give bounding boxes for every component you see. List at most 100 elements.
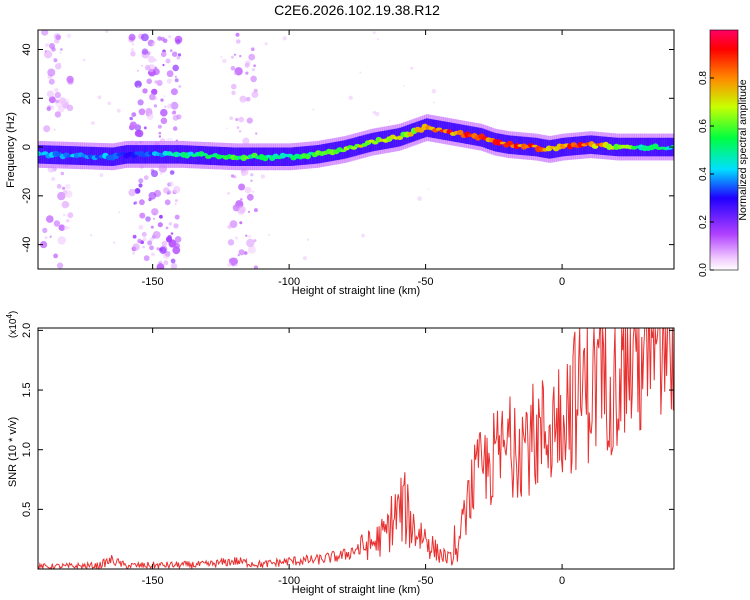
noise-blob: [157, 124, 162, 129]
noise-band: [227, 32, 259, 269]
snr-scale-suffix: ): [8, 311, 19, 314]
noise-blob: [46, 106, 52, 112]
noise-blob: [58, 62, 61, 65]
y-tick-label: 1.0: [21, 442, 33, 457]
noise-blob: [63, 101, 66, 104]
noise-blob: [138, 224, 144, 230]
noise-blob: [149, 93, 156, 101]
noise-blob: [237, 254, 240, 257]
colorbar-label: Normalized spectral amplitude: [737, 79, 749, 220]
noise-blob: [245, 234, 248, 237]
noise-blob: [244, 186, 252, 194]
noise-blob: [233, 53, 237, 56]
noise-blob: [239, 54, 242, 58]
noise-blob: [159, 214, 163, 219]
noise-blob: [175, 39, 181, 45]
noise-blob: [148, 197, 152, 202]
noise-blob: [169, 170, 175, 175]
y-tick-label: 2.0: [21, 323, 33, 338]
noise-blob: [68, 78, 73, 83]
noise-blob: [248, 53, 256, 61]
noise-blob: [99, 173, 104, 178]
noise-blob: [146, 113, 154, 120]
ridge-core: [457, 129, 464, 136]
noise-blob: [63, 213, 66, 217]
noise-blob: [55, 34, 61, 40]
noise-blob: [148, 191, 157, 200]
noise-blob: [245, 96, 251, 102]
noise-blob: [129, 116, 133, 121]
noise-blob: [42, 227, 48, 233]
noise-blob: [417, 196, 422, 201]
noise-blob: [234, 263, 238, 267]
noise-blob: [170, 232, 174, 235]
noise-blob: [97, 95, 102, 100]
noise-blob: [167, 190, 172, 195]
noise-blob: [151, 208, 159, 216]
noise-blob: [137, 99, 144, 106]
noise-blob: [59, 51, 62, 54]
noise-blob: [143, 255, 150, 262]
noise-blob: [66, 33, 72, 39]
noise-blob: [53, 59, 55, 62]
noise-blob: [138, 108, 146, 116]
colorbar: 0.0 0.2 0.4 0.6 0.8 Normalized spectral ampl…: [698, 29, 749, 277]
ridge-core: [506, 140, 514, 146]
noise-blob: [57, 262, 64, 269]
noise-blob: [239, 221, 243, 225]
noise-blob: [146, 78, 152, 85]
noise-blob: [282, 36, 287, 41]
colorbar-tick-label: 0.0: [698, 263, 709, 277]
noise-blob: [41, 30, 49, 36]
noise-blob: [251, 68, 256, 72]
noise-blob: [253, 208, 258, 213]
noise-blob: [244, 62, 250, 68]
noise-blob: [236, 126, 240, 129]
colorbar-frame: [709, 29, 739, 271]
noise-blob: [252, 190, 255, 193]
ridge-core: [304, 153, 311, 160]
noise-blob: [312, 108, 315, 111]
noise-blob: [174, 75, 177, 78]
spectrogram-x-axis: -150 -100 -50 0: [142, 30, 565, 288]
noise-blob: [172, 185, 181, 194]
ridge-core: [520, 143, 528, 150]
noise-blob: [222, 58, 227, 64]
noise-blob: [376, 38, 379, 41]
noise-blob: [172, 126, 178, 131]
noise-blob: [54, 91, 61, 99]
noise-blob: [176, 114, 182, 120]
y-tick-label: 0.5: [21, 502, 33, 517]
noise-blob: [157, 222, 163, 228]
noise-blob: [153, 58, 157, 62]
noise-blob: [250, 179, 253, 182]
noise-blob: [91, 121, 95, 125]
spectrogram-y-axis: -40 -20 0 20 40: [21, 43, 674, 253]
noise-blob: [253, 64, 256, 67]
noise-blob: [133, 201, 138, 205]
snr-y-label: SNR (10 * v/v): [7, 417, 19, 487]
noise-blob: [172, 110, 177, 115]
noise-blob: [50, 105, 55, 110]
spectrogram-x-label: Height of straight line (km): [292, 285, 420, 297]
noise-blob: [389, 120, 391, 122]
noise-blob: [139, 212, 146, 219]
noise-blob: [141, 33, 149, 42]
noise-blob: [251, 47, 255, 51]
spectrogram-panel: -150 -100 -50 0 -40 -20 0 20 40 Height of strai…: [5, 29, 675, 297]
noise-blob: [157, 81, 162, 86]
noise-blob: [61, 200, 69, 209]
noise-blob: [238, 249, 245, 256]
noise-blob: [154, 80, 158, 84]
noise-blob: [229, 220, 238, 229]
noise-blob: [174, 78, 179, 83]
noise-blob: [63, 225, 68, 230]
snr-series-line: [38, 328, 674, 569]
ridge-core: [496, 139, 503, 146]
ridge-core: [340, 149, 347, 153]
noise-blob: [160, 117, 168, 125]
noise-blob: [169, 49, 173, 52]
noise-blob: [66, 219, 70, 223]
noise-blob: [107, 101, 112, 106]
noise-blob: [136, 69, 139, 72]
